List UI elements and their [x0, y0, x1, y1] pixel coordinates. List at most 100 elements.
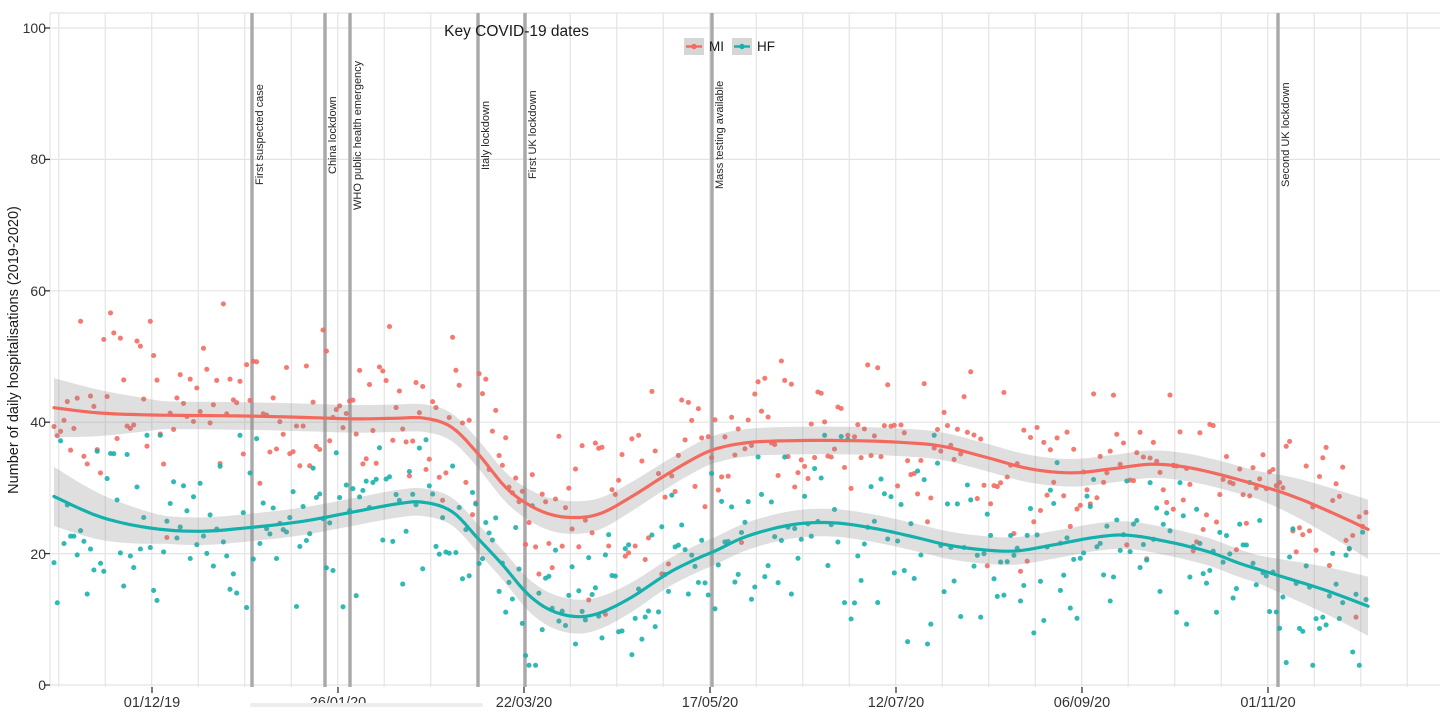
data-point-mi: [207, 420, 213, 426]
data-point-hf: [775, 580, 781, 586]
data-point-mi: [798, 457, 804, 463]
data-point-mi: [572, 466, 579, 472]
data-point-mi: [1313, 547, 1319, 553]
data-point-hf: [931, 432, 937, 438]
data-point-hf: [1333, 581, 1339, 587]
data-point-hf: [1064, 535, 1070, 541]
data-point-hf: [812, 466, 818, 472]
legend-item-hf: HF: [732, 38, 775, 55]
data-point-hf: [629, 652, 635, 658]
data-point-mi: [729, 414, 735, 420]
data-point-mi: [665, 561, 672, 567]
data-point-hf: [1184, 621, 1190, 627]
data-point-hf: [250, 556, 256, 562]
data-point-mi: [343, 410, 349, 417]
data-point-hf: [1167, 528, 1173, 534]
data-point-hf: [1101, 572, 1107, 578]
data-point-mi: [416, 410, 422, 416]
data-point-hf: [1353, 591, 1359, 597]
data-point-mi: [380, 368, 386, 374]
data-point-mi: [194, 385, 200, 391]
data-point-hf: [748, 596, 755, 602]
data-point-hf: [61, 541, 67, 547]
data-point-hf: [729, 504, 735, 510]
data-point-hf: [599, 635, 605, 641]
data-point-hf: [479, 556, 486, 562]
data-point-hf: [330, 567, 336, 574]
data-point-hf: [493, 515, 499, 521]
data-point-hf: [978, 614, 984, 620]
data-point-hf: [1290, 526, 1296, 532]
x-tick-label: 22/03/20: [495, 695, 553, 711]
data-point-hf: [200, 533, 207, 539]
data-point-hf: [426, 483, 432, 489]
data-point-hf: [1180, 513, 1186, 519]
data-point-mi: [918, 457, 924, 464]
data-point-mi: [1077, 502, 1083, 508]
data-point-hf: [612, 573, 618, 579]
data-point-hf: [602, 552, 608, 558]
data-point-mi: [692, 483, 698, 489]
data-point-mi: [609, 487, 615, 493]
data-point-hf: [885, 536, 891, 542]
data-point-mi: [765, 414, 771, 420]
data-point-hf: [1127, 549, 1133, 555]
data-point-mi: [592, 440, 598, 446]
data-point-mi: [855, 422, 861, 428]
data-point-mi: [283, 364, 290, 371]
data-point-hf: [861, 541, 867, 547]
data-point-hf: [519, 620, 525, 626]
data-point-hf: [772, 534, 778, 540]
data-point-hf: [841, 600, 848, 606]
data-point-mi: [1277, 480, 1283, 486]
data-point-mi: [350, 397, 356, 403]
data-point-hf: [516, 566, 522, 572]
trend-line-hf: [52, 494, 1370, 619]
data-point-hf: [234, 590, 240, 596]
data-point-mi: [1064, 429, 1070, 435]
data-point-hf: [290, 489, 296, 495]
data-point-mi: [1250, 465, 1256, 471]
data-point-mi: [317, 446, 323, 453]
data-point-mi: [97, 470, 104, 476]
data-point-hf: [891, 570, 897, 576]
data-point-hf: [257, 540, 263, 547]
data-point-hf: [974, 552, 980, 558]
data-point-mi: [988, 501, 994, 507]
data-point-mi: [1157, 469, 1163, 475]
data-point-mi: [1107, 448, 1113, 454]
data-point-hf: [260, 500, 266, 506]
event-label: Italy lockdown: [480, 100, 492, 170]
y-tick-label: 40: [30, 414, 46, 431]
data-point-hf: [51, 560, 57, 566]
data-point-mi: [190, 418, 197, 425]
data-point-mi: [300, 423, 306, 429]
data-point-mi: [436, 474, 442, 480]
data-point-mi: [549, 565, 555, 571]
data-point-hf: [825, 563, 831, 569]
data-point-mi: [1260, 452, 1266, 458]
data-point-mi: [695, 406, 701, 412]
data-point-mi: [702, 504, 708, 510]
data-point-mi: [669, 473, 675, 479]
data-point-mi: [526, 520, 532, 526]
data-point-mi: [719, 474, 725, 480]
data-point-hf: [851, 600, 858, 606]
data-point-hf: [1277, 625, 1283, 631]
event-label: WHO public health emergency: [352, 60, 364, 210]
data-point-mi: [433, 405, 439, 411]
data-point-hf: [566, 592, 572, 598]
data-point-hf: [991, 576, 997, 582]
data-point-mi: [131, 422, 137, 428]
data-point-hf: [413, 502, 419, 508]
data-point-mi: [513, 475, 519, 481]
data-point-mi: [705, 434, 711, 440]
data-point-mi: [1320, 455, 1326, 461]
data-point-hf: [994, 593, 1000, 599]
data-point-mi: [293, 423, 300, 429]
data-point-hf: [858, 577, 864, 584]
data-point-mi: [599, 444, 605, 450]
data-point-hf: [592, 585, 598, 591]
data-point-mi: [822, 419, 828, 425]
y-tick-label: 0: [38, 677, 46, 693]
